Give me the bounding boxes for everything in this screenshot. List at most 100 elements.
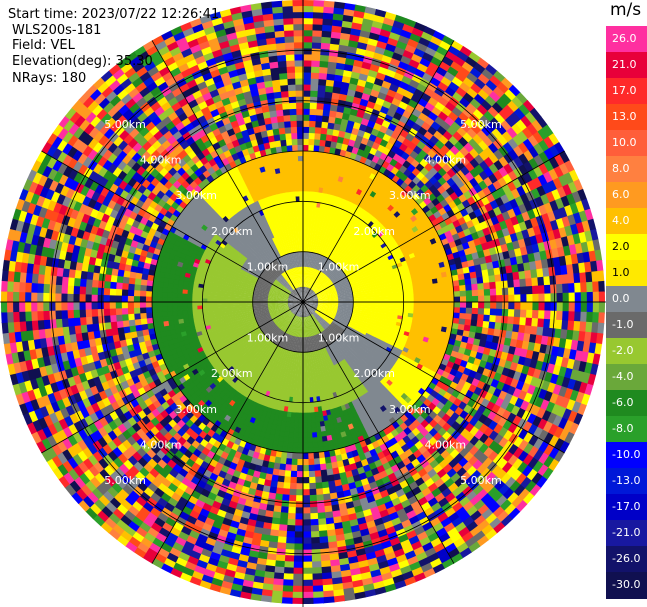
velocity-cell [317, 191, 323, 198]
velocity-cell [322, 157, 329, 164]
velocity-cell [354, 236, 361, 243]
velocity-cell [319, 286, 325, 291]
velocity-cell [408, 290, 414, 295]
velocity-cell [306, 266, 309, 273]
velocity-cell [328, 225, 334, 233]
velocity-cell [308, 216, 313, 222]
velocity-cell [326, 225, 331, 232]
velocity-cell [360, 281, 367, 286]
velocity-cell [382, 287, 389, 292]
velocity-cell [315, 206, 321, 213]
velocity-cell [324, 263, 329, 269]
velocity-cell [314, 191, 319, 198]
velocity-cell [369, 253, 377, 260]
velocity-cell [305, 287, 308, 293]
velocity-cell [305, 236, 308, 242]
velocity-cell [312, 252, 316, 259]
velocity-cell [317, 264, 321, 271]
velocity-cell [303, 291, 305, 297]
velocity-cell [365, 256, 372, 263]
velocity-cell [297, 432, 303, 439]
velocity-cell [309, 231, 314, 238]
velocity-cell [346, 249, 353, 256]
velocity-cell [327, 272, 333, 278]
velocity-cell [307, 287, 310, 293]
velocity-cell [346, 289, 353, 293]
velocity-cell [335, 259, 341, 265]
velocity-cell [306, 402, 311, 409]
velocity-cell [434, 267, 442, 275]
velocity-cell [181, 305, 188, 311]
velocity-cell [331, 270, 338, 276]
velocity-cell [327, 293, 333, 296]
velocity-cell [337, 269, 344, 275]
velocity-cell [300, 372, 303, 378]
velocity-cell [312, 161, 319, 167]
velocity-cell [384, 259, 391, 266]
velocity-cell [303, 291, 305, 298]
velocity-cell [348, 195, 355, 203]
velocity-cell [329, 242, 335, 249]
velocity-cell [340, 264, 346, 270]
velocity-cell [305, 382, 309, 388]
velocity-cell [303, 281, 305, 287]
velocity-cell [344, 270, 351, 276]
velocity-cell [156, 296, 163, 302]
velocity-cell [306, 271, 309, 278]
velocity-cell [330, 269, 336, 275]
velocity-cell [232, 304, 238, 307]
velocity-cell [324, 257, 329, 263]
velocity-cell [303, 256, 305, 262]
velocity-cell [298, 417, 303, 424]
velocity-cell [365, 280, 372, 285]
velocity-cell [306, 200, 311, 207]
velocity-cell [303, 150, 309, 157]
velocity-cell [331, 243, 337, 250]
velocity-cell [317, 294, 323, 298]
velocity-cell [212, 304, 218, 309]
velocity-cell [337, 293, 344, 297]
velocity-cell [348, 243, 354, 250]
velocity-cell [351, 220, 357, 228]
velocity-cell [313, 286, 318, 292]
velocity-cell [346, 242, 352, 249]
velocity-cell [304, 292, 308, 298]
velocity-cell [312, 285, 317, 291]
velocity-cell [191, 297, 198, 302]
velocity-cell [367, 271, 374, 276]
velocity-cell [323, 240, 328, 247]
velocity-cell [420, 271, 427, 278]
velocity-cell [340, 166, 348, 173]
velocity-cell [304, 362, 308, 368]
velocity-cell [318, 271, 322, 277]
velocity-cell [320, 249, 325, 256]
velocity-cell [343, 233, 349, 240]
velocity-cell [383, 296, 389, 300]
velocity-cell [355, 243, 362, 250]
velocity-cell [345, 234, 351, 242]
velocity-cell [398, 243, 406, 251]
velocity-cell [364, 277, 371, 282]
velocity-cell [319, 260, 324, 266]
velocity-cell [307, 180, 312, 187]
velocity-cell [318, 186, 324, 194]
velocity-cell [331, 288, 337, 292]
velocity-cell [306, 293, 311, 299]
velocity-cell [341, 275, 348, 280]
velocity-cell [308, 282, 312, 289]
velocity-cell [305, 216, 310, 222]
velocity-cell [354, 258, 361, 264]
velocity-cell [321, 244, 326, 251]
velocity-cell [305, 281, 308, 288]
velocity-cell [335, 223, 341, 230]
velocity-cell [354, 267, 361, 272]
velocity-cell [311, 279, 316, 285]
velocity-cell [316, 292, 322, 296]
velocity-cell [337, 279, 344, 284]
velocity-cell [312, 442, 319, 449]
velocity-cell [350, 282, 357, 287]
velocity-cell [336, 229, 342, 236]
velocity-cell [317, 284, 323, 290]
velocity-cell [308, 272, 311, 278]
velocity-cell [320, 172, 327, 179]
